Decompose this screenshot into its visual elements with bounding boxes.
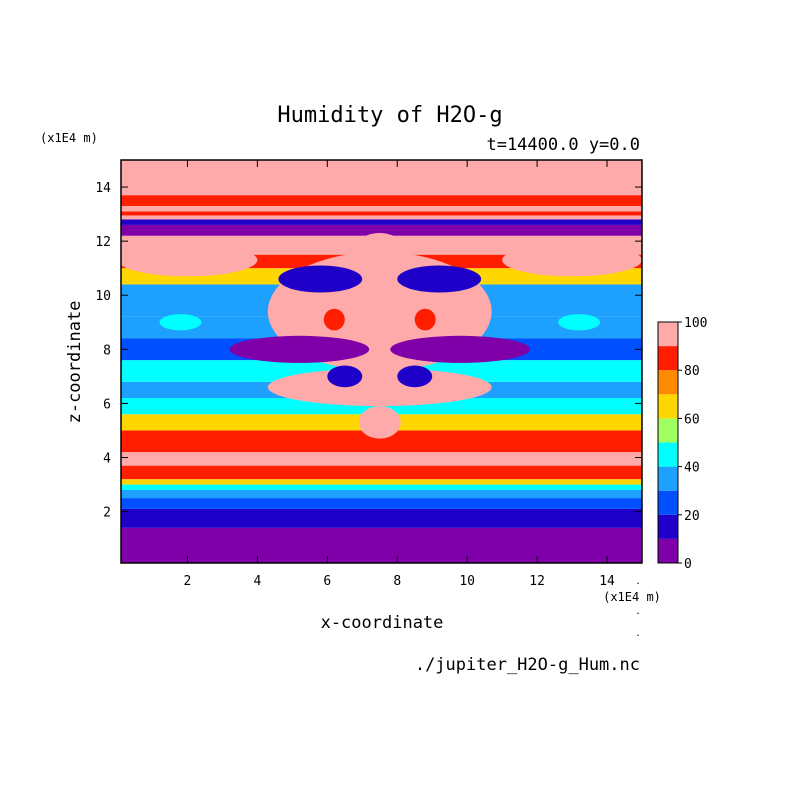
humidity-region-3 [358, 406, 401, 439]
humidity-band-20 [121, 219, 642, 225]
humidity-band-2 [121, 498, 642, 509]
humidity-band-4 [121, 484, 642, 490]
x-tick-label-6: 14 [599, 574, 615, 589]
humidity-region-9 [397, 365, 433, 388]
humidity-band-21 [121, 215, 642, 220]
x-axis-label: x-coordinate [321, 613, 444, 633]
colorbar-label-1: 20 [684, 509, 700, 524]
y-unit-label: (x1E4 m) [40, 131, 98, 145]
humidity-region-2 [267, 368, 492, 407]
humidity-band-3 [121, 489, 642, 499]
x-tick-label-3: 8 [393, 574, 401, 589]
x-tick-label-4: 10 [459, 574, 475, 589]
y-tick-label-5: 12 [95, 235, 111, 250]
humidity-region-10 [121, 243, 258, 277]
axis-ticks: 2 4 6 8 10 12 14 2 4 6 8 10 12 14 [95, 160, 642, 589]
humidity-region-4 [229, 335, 370, 363]
colorbar: 0 20 40 60 80 100 [657, 316, 707, 572]
humidity-band-6 [121, 465, 642, 480]
svg-text:˙: ˙ [634, 611, 641, 625]
heatmap-field [121, 160, 642, 563]
colorbar-swatch-1 [658, 514, 678, 539]
colorbar-swatch-4 [658, 442, 678, 467]
colorbar-swatch-6 [658, 394, 678, 419]
y-tick-label-4: 10 [95, 289, 111, 304]
source-file-label: ./jupiter_H2O-g_Hum.nc [415, 655, 640, 675]
humidity-region-14 [323, 308, 345, 331]
y-tick-label-2: 6 [103, 397, 111, 412]
humidity-band-25 [121, 160, 642, 196]
humidity-band-5 [121, 479, 642, 485]
svg-text:˙: ˙ [634, 581, 641, 595]
x-tick-label-1: 4 [253, 574, 261, 589]
svg-text:˙: ˙ [634, 633, 641, 647]
colorbar-label-2: 40 [684, 461, 700, 476]
humidity-band-19 [121, 224, 642, 236]
plot-frame [120, 159, 643, 564]
x-unit-label: (x1E4 m) [603, 590, 661, 604]
humidity-region-6 [278, 265, 363, 293]
colorbar-swatch-7 [658, 370, 678, 395]
colorbar-label-3: 60 [684, 412, 700, 427]
colorbar-label-4: 80 [684, 364, 700, 379]
y-tick-label-1: 4 [103, 452, 111, 467]
humidity-band-1 [121, 508, 642, 528]
colorbar-label-0: 0 [684, 557, 692, 572]
colorbar-swatch-8 [658, 346, 678, 371]
humidity-band-10 [121, 398, 642, 415]
colorbar-frame [657, 321, 679, 564]
y-tick-label-3: 8 [103, 343, 111, 358]
colorbar-swatch-0 [658, 538, 678, 563]
humidity-region-13 [558, 314, 601, 331]
colorbar-swatch-2 [658, 490, 678, 515]
y-tick-label-6: 14 [95, 181, 111, 196]
chart-subtitle: t=14400.0 y=0.0 [486, 135, 640, 155]
y-tick-label-0: 2 [103, 506, 111, 521]
colorbar-label-5: 100 [684, 316, 707, 331]
x-tick-label-5: 12 [529, 574, 545, 589]
humidity-region-11 [502, 243, 642, 277]
humidity-region-5 [390, 335, 531, 363]
colorbar-swatch-5 [658, 418, 678, 443]
y-axis-label: z-coordinate [65, 301, 85, 424]
humidity-band-7 [121, 452, 642, 466]
humidity-band-0 [121, 527, 642, 563]
humidity-region-7 [397, 265, 482, 293]
humidity-region-12 [159, 314, 202, 331]
marker-dots: ˙ ˙ ˙ [634, 581, 641, 647]
x-tick-label-0: 2 [184, 574, 192, 589]
humidity-band-23 [121, 205, 642, 212]
x-tick-label-2: 6 [323, 574, 331, 589]
colorbar-swatch-3 [658, 466, 678, 491]
colorbar-swatch-9 [658, 322, 678, 347]
humidity-band-24 [121, 195, 642, 206]
humidity-region-1 [348, 233, 412, 288]
humidity-region-8 [327, 365, 363, 388]
chart-title: Humidity of H2O-g [277, 103, 502, 128]
humidity-band-22 [121, 211, 642, 216]
humidity-region-15 [414, 308, 436, 331]
humidity-band-8 [121, 430, 642, 453]
